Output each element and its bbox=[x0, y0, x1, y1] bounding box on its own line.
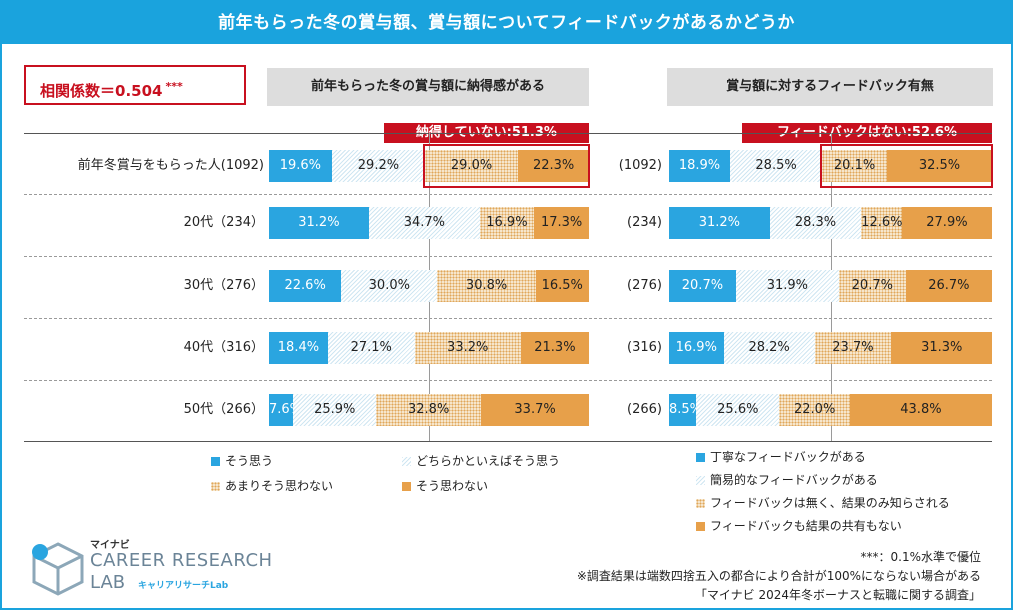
bar-segment: 22.6% bbox=[269, 270, 342, 302]
bar-segment: 12.6% bbox=[861, 207, 902, 239]
bar-segment: 16.5% bbox=[535, 270, 589, 302]
bar-segment: 28.3% bbox=[769, 207, 862, 239]
bar-segment: 17.3% bbox=[533, 207, 590, 239]
bar-segment: 25.9% bbox=[293, 394, 377, 426]
category-label: (276) bbox=[627, 278, 662, 293]
legend-swatch bbox=[696, 476, 705, 485]
bar-segment: 21.3% bbox=[520, 332, 589, 364]
right-panel-title: 賞与額に対するフィードバック有無 bbox=[667, 68, 993, 106]
legend-item: そう思わない bbox=[402, 478, 488, 494]
legend-swatch bbox=[211, 482, 220, 491]
note-rounding: ※調査結果は端数四捨五入の都合により合計が100%にならない場合がある bbox=[576, 569, 981, 583]
bar-segment: 23.7% bbox=[814, 332, 892, 364]
bar-segment: 33.7% bbox=[481, 394, 589, 426]
bar-segment: 18.4% bbox=[269, 332, 328, 364]
row-divider bbox=[24, 380, 992, 381]
bar-segment: 18.9% bbox=[669, 150, 731, 182]
legend-swatch bbox=[696, 453, 705, 462]
logo-line1: CAREER RESEARCH bbox=[90, 550, 273, 571]
bar-segment: 29.0% bbox=[425, 150, 518, 182]
legend-item: フィードバックは無く、結果のみ知らされる bbox=[696, 495, 950, 511]
bar-segment: 29.2% bbox=[331, 150, 426, 182]
bar-segment: 20.7% bbox=[669, 270, 736, 302]
bar-segment: 31.2% bbox=[669, 207, 770, 239]
bar-segment: 28.5% bbox=[730, 150, 823, 182]
bar-segment: 16.9% bbox=[669, 332, 724, 364]
row-divider bbox=[24, 318, 992, 319]
row-divider bbox=[24, 133, 992, 134]
logo-brand: マイナビ bbox=[90, 540, 130, 551]
logo-sub: キャリアリサーチLab bbox=[138, 581, 229, 591]
bar-segment: 22.3% bbox=[517, 150, 590, 182]
bar-segment: 30.0% bbox=[341, 270, 438, 302]
bar-segment: 26.7% bbox=[905, 270, 992, 302]
bar-segment: 32.8% bbox=[376, 394, 482, 426]
bar-segment: 25.6% bbox=[696, 394, 780, 426]
bar-segment: 20.1% bbox=[822, 150, 888, 182]
legend-item: あまりそう思わない bbox=[211, 478, 333, 494]
bar-segment: 16.9% bbox=[479, 207, 534, 239]
bar-segment: 7.6% bbox=[269, 394, 302, 426]
legend-item: そう思う bbox=[211, 453, 273, 469]
legend-item: 丁寧なフィードバックがある bbox=[696, 449, 866, 465]
chart-title: 前年もらった冬の賞与額、賞与額についてフィードバックがあるかどうか bbox=[2, 2, 1011, 44]
bar-segment: 27.1% bbox=[327, 332, 415, 364]
significance-mark: *** bbox=[165, 80, 183, 93]
category-label: (234) bbox=[627, 215, 662, 230]
logo: マイナビ CAREER RESEARCH LAB キャリアリサーチLab bbox=[28, 534, 278, 604]
legend-swatch bbox=[402, 457, 411, 466]
category-label: 前年冬賞与をもらった人(1092) bbox=[77, 158, 264, 173]
legend-swatch bbox=[696, 522, 705, 531]
logo-cube-icon bbox=[32, 542, 84, 596]
bar-segment: 19.6% bbox=[269, 150, 332, 182]
category-label: (316) bbox=[627, 340, 662, 355]
category-label: 50代（266） bbox=[183, 402, 264, 417]
correlation-box: 相関係数＝0.504 *** bbox=[24, 65, 246, 105]
legend-swatch bbox=[402, 482, 411, 491]
left-panel-title: 前年もらった冬の賞与額に納得感がある bbox=[267, 68, 589, 106]
bar-segment: 43.8% bbox=[850, 394, 992, 426]
legend-swatch bbox=[696, 499, 705, 508]
bar-segment: 32.5% bbox=[887, 150, 992, 182]
row-divider bbox=[24, 256, 992, 257]
bar-segment: 33.2% bbox=[414, 332, 521, 364]
logo-line2: LAB bbox=[90, 572, 126, 593]
highlight-box bbox=[820, 144, 993, 188]
legend-item: どちらかといえばそう思う bbox=[402, 453, 560, 469]
category-label: 20代（234） bbox=[183, 215, 264, 230]
bar-segment: 28.2% bbox=[723, 332, 815, 364]
highlight-box bbox=[423, 144, 590, 188]
category-label: 30代（276） bbox=[183, 278, 264, 293]
bar-segment: 31.3% bbox=[891, 332, 993, 364]
category-label: 40代（316） bbox=[183, 340, 264, 355]
category-label: (266) bbox=[627, 402, 662, 417]
bar-segment: 31.9% bbox=[735, 270, 839, 302]
legend-item: 簡易的なフィードバックがある bbox=[696, 472, 878, 488]
note-source: 「マイナビ 2024年冬ボーナスと転職に関する調査」 bbox=[694, 588, 981, 602]
row-divider bbox=[24, 441, 992, 442]
row-divider bbox=[24, 194, 992, 195]
bar-segment: 8.5% bbox=[669, 394, 702, 426]
legend-swatch bbox=[211, 457, 220, 466]
bar-segment: 22.0% bbox=[779, 394, 851, 426]
category-label: (1092) bbox=[618, 158, 662, 173]
bar-segment: 20.7% bbox=[838, 270, 906, 302]
note-significance: ***：0.1%水準で優位 bbox=[860, 550, 982, 564]
bar-segment: 27.9% bbox=[901, 207, 992, 239]
bar-segment: 34.7% bbox=[368, 207, 480, 239]
correlation-label: 相関係数＝0.504 bbox=[40, 82, 163, 100]
legend-item: フィードバックも結果の共有もない bbox=[696, 518, 902, 534]
bar-segment: 30.8% bbox=[437, 270, 536, 302]
bar-segment: 31.2% bbox=[269, 207, 369, 239]
